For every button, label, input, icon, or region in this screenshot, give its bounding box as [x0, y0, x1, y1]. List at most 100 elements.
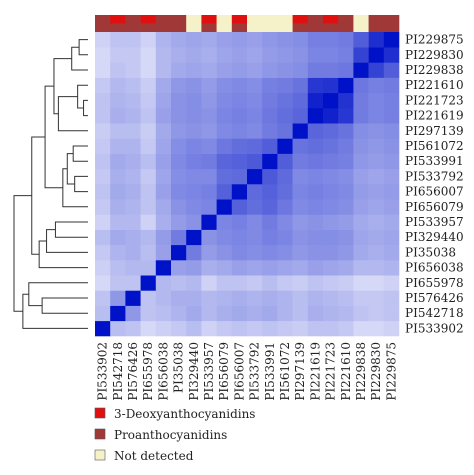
column-label: PI221619 — [308, 342, 322, 401]
heatmap-cell — [307, 260, 324, 276]
annotation-cell-bottom — [95, 23, 111, 33]
heatmap-cell — [277, 47, 293, 63]
dendrogram-branch — [72, 145, 88, 162]
heatmap-cell — [125, 168, 141, 185]
heatmap-cell — [95, 168, 111, 185]
heatmap-cell — [247, 108, 263, 124]
heatmap-cell — [277, 244, 293, 261]
annotation-cell-top — [140, 15, 157, 24]
heatmap-cell — [140, 184, 157, 200]
annotation-cell-bottom — [110, 23, 126, 33]
heatmap-cell — [201, 92, 217, 109]
annotation-cell-bottom — [171, 23, 187, 33]
heatmap-cell — [125, 108, 141, 124]
heatmap-cell — [140, 108, 157, 124]
heatmap-cell — [95, 214, 111, 230]
heatmap-cell — [140, 244, 157, 261]
column-label: PI533792 — [248, 342, 262, 401]
heatmap-cell — [125, 32, 141, 48]
heatmap-cell — [216, 153, 233, 170]
heatmap-cell — [247, 92, 263, 109]
heatmap-cell — [110, 108, 126, 124]
heatmap-cell — [95, 108, 111, 124]
column-label: PI229838 — [354, 342, 368, 401]
heatmap-cell — [171, 275, 187, 291]
heatmap-cell — [262, 214, 278, 230]
heatmap-cell — [95, 260, 111, 276]
heatmap-cell — [110, 123, 126, 139]
column-label: PI561072 — [278, 342, 292, 401]
heatmap-cell — [292, 305, 309, 322]
heatmap-cell — [171, 62, 187, 78]
row-label: PI229830 — [405, 48, 464, 62]
heatmap-cell-diagonal — [110, 305, 126, 322]
heatmap-cell — [125, 77, 141, 94]
dendrogram-branch — [46, 229, 88, 253]
heatmap-cell — [292, 153, 309, 170]
heatmap-cell — [323, 244, 339, 261]
heatmap-cell — [353, 77, 369, 94]
annotation-cell-bottom — [231, 23, 248, 33]
heatmap-cell — [323, 275, 339, 291]
heatmap-cell — [323, 199, 339, 215]
heatmap-cell — [338, 229, 354, 246]
heatmap-cell — [307, 305, 324, 322]
heatmap-cell — [338, 138, 354, 154]
heatmap-cell — [186, 153, 202, 170]
heatmap-cell — [247, 260, 263, 276]
heatmap-cell — [262, 275, 278, 291]
heatmap-cell — [140, 153, 157, 170]
heatmap-cell — [323, 62, 339, 78]
heatmap-cell — [125, 214, 141, 230]
heatmap-cell — [231, 32, 248, 48]
heatmap-cell — [292, 138, 309, 154]
heatmap-cell — [368, 62, 385, 78]
heatmap-cell — [110, 32, 126, 48]
heatmap-cell — [231, 320, 248, 337]
heatmap-cell — [307, 199, 324, 215]
heatmap-cell — [231, 108, 248, 124]
heatmap-cell — [368, 77, 385, 94]
heatmap-cell — [95, 184, 111, 200]
heatmap-cell — [383, 244, 400, 261]
heatmap-cell — [353, 199, 369, 215]
row-label: PI576426 — [405, 291, 464, 305]
heatmap-cell — [383, 260, 400, 276]
column-label: PI533991 — [263, 342, 277, 401]
heatmap-cell — [155, 320, 172, 337]
annotation-cell-bottom — [216, 23, 233, 33]
heatmap-cell — [171, 47, 187, 63]
heatmap-cell — [383, 199, 400, 215]
heatmap-cell — [262, 168, 278, 185]
dendrogram-branch — [83, 99, 88, 117]
heatmap-cell-diagonal — [262, 153, 278, 170]
heatmap-cell — [140, 123, 157, 139]
heatmap-cell-diagonal — [186, 229, 202, 246]
heatmap-cell — [262, 47, 278, 63]
heatmap-cell — [292, 92, 309, 109]
heatmap-cell — [95, 305, 111, 322]
heatmap-cell — [140, 77, 157, 94]
heatmap-cell — [323, 184, 339, 200]
heatmap-cell — [307, 275, 324, 291]
annotation-cell-bottom — [277, 23, 293, 33]
annotation-cell-bottom — [353, 23, 369, 33]
heatmap-cell — [277, 92, 293, 109]
heatmap-cell — [110, 168, 126, 185]
column-label: PI542718 — [111, 342, 125, 401]
heatmap-cell — [383, 153, 400, 170]
heatmap-cell — [307, 168, 324, 185]
heatmap-cell — [186, 62, 202, 78]
dendrogram-branch — [71, 46, 88, 71]
legend-swatch-3-deoxyanthocyanidins — [94, 407, 106, 419]
heatmap-cell — [231, 229, 248, 246]
heatmap-cell — [277, 153, 293, 170]
heatmap-cell — [201, 184, 217, 200]
heatmap-cell — [216, 244, 233, 261]
heatmap-cell — [155, 153, 172, 170]
column-label: PI35038 — [172, 342, 186, 393]
heatmap-cell — [110, 199, 126, 215]
heatmap-cell — [231, 62, 248, 78]
heatmap-cell — [307, 138, 324, 154]
heatmap-cell — [307, 153, 324, 170]
